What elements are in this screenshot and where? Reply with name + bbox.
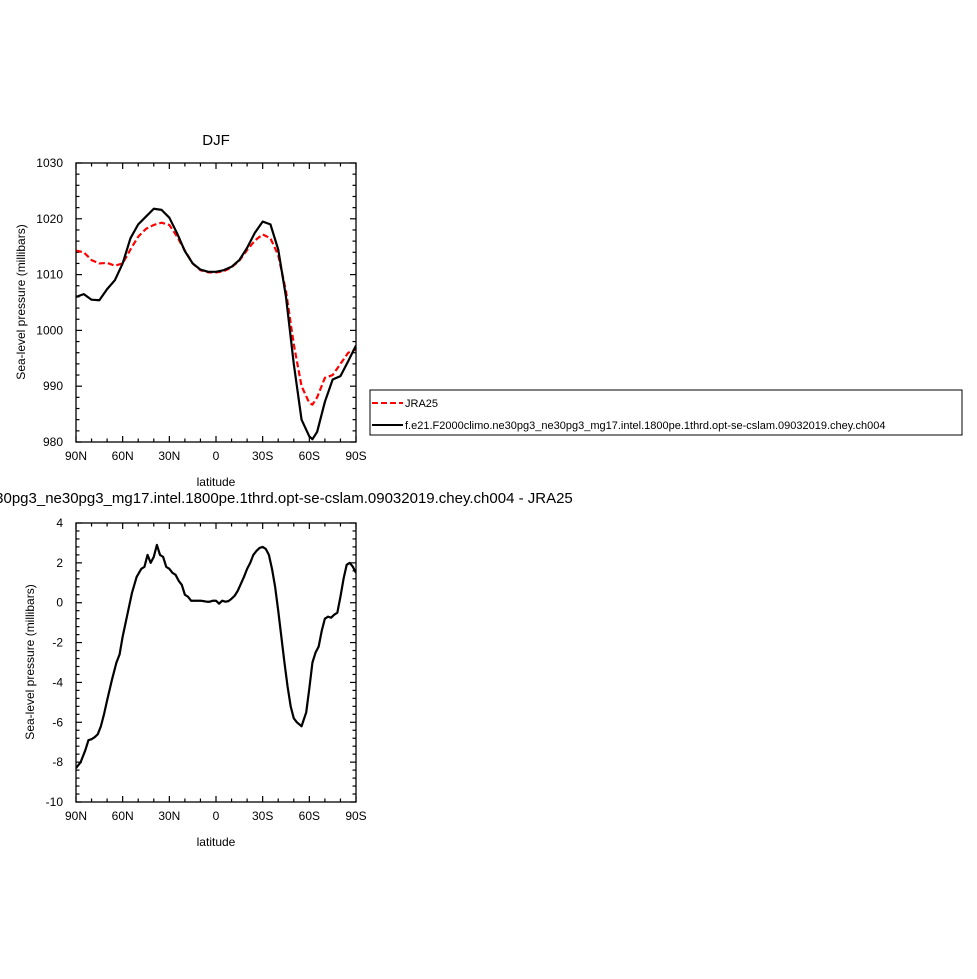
axis-ticks [75,162,357,443]
series-line-jra25 [76,221,356,406]
axis-ticks [75,522,357,803]
x-tick-label: 30N [158,809,180,823]
difference-panel: f.e21.F2000climo.ne30pg3_ne30pg3_mg17.in… [0,490,573,849]
legend-label-model: f.e21.F2000climo.ne30pg3_ne30pg3_mg17.in… [405,420,885,432]
panel-title: DJF [202,132,230,149]
x-tick-label: 0 [213,449,220,463]
x-tick-label: 30S [252,809,273,823]
y-tick-label: -2 [52,636,63,650]
tick-labels: 90N 60N 30N 0 30S 60S 90S 980 990 1000 1010 1020 103… [36,156,366,463]
plot-frame [75,162,357,443]
legend-box [369,389,963,436]
series-lines [76,207,356,441]
legend-label-jra25: JRA25 [405,398,438,410]
x-tick-label: 60S [299,449,320,463]
x-tick-label: 60S [299,809,320,823]
y-tick-label: 2 [56,556,63,570]
y-axis-title: Sea-level pressure (millibars) [23,584,37,739]
x-tick-label: 30N [158,449,180,463]
series-line-model [76,207,356,441]
x-tick-label: 60N [112,809,134,823]
y-tick-label: 1010 [36,268,63,282]
y-tick-label: -4 [52,675,63,689]
x-tick-label: 60N [112,449,134,463]
tick-labels: 90N 60N 30N 0 30S 60S 90S -10 -8 -6 -4 -2 0 2 4 [46,516,367,823]
panel-title: f.e21.F2000climo.ne30pg3_ne30pg3_mg17.in… [0,490,573,507]
plot-frame [75,522,357,803]
y-tick-label: -10 [46,795,64,809]
y-tick-label: 990 [43,379,63,393]
x-tick-label: 90S [345,449,366,463]
series-line-difference [76,543,356,769]
y-tick-label: 1030 [36,156,63,170]
y-tick-label: -6 [52,715,63,729]
y-tick-label: 4 [56,516,63,530]
y-tick-label: -8 [52,755,63,769]
pressure-panel: DJF 90N 60N 30N 0 30S 60S 90S 980 990 1000 1010 102… [14,132,367,489]
y-tick-label: 1000 [36,323,63,337]
y-tick-label: 980 [43,435,63,449]
legend: JRA25 f.e21.F2000climo.ne30pg3_ne30pg3_m… [369,389,963,436]
x-axis-title: latitude [197,475,236,489]
y-tick-label: 0 [56,596,63,610]
x-tick-label: 0 [213,809,220,823]
y-axis-title: Sea-level pressure (millibars) [14,224,28,379]
x-tick-label: 90N [65,449,87,463]
series-lines [76,543,356,769]
x-axis-title: latitude [197,835,236,849]
y-tick-label: 1020 [36,212,63,226]
x-tick-label: 90N [65,809,87,823]
x-tick-label: 30S [252,449,273,463]
x-tick-label: 90S [345,809,366,823]
